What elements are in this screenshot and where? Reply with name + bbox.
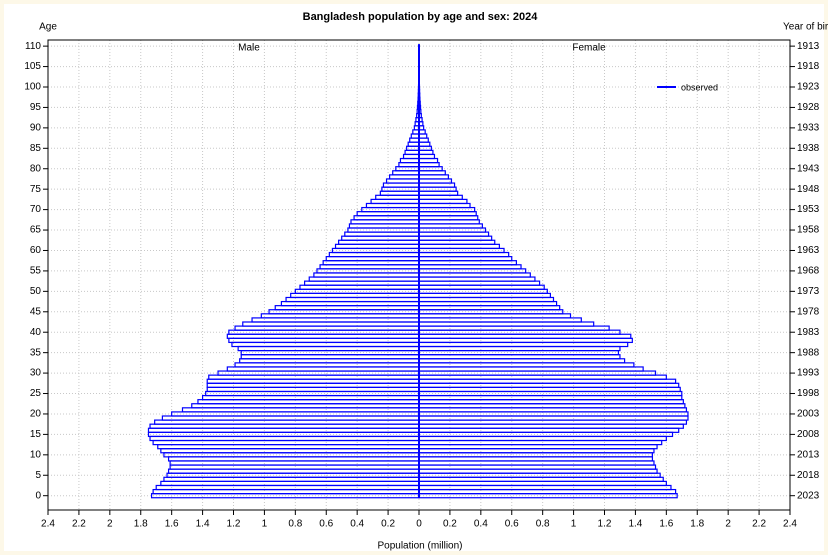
y2-tick-label: 1958 <box>797 225 820 236</box>
x-tick-label: 2.2 <box>72 519 86 530</box>
x-tick-label: 0 <box>416 519 422 530</box>
y-tick-label: 80 <box>30 163 42 174</box>
y2-tick-label: 2018 <box>797 470 820 481</box>
y-tick-label: 35 <box>30 347 42 358</box>
x-tick-label: 1.8 <box>690 519 704 530</box>
y-tick-label: 70 <box>30 204 42 215</box>
x-tick-label: 1 <box>571 519 577 530</box>
y-tick-label: 55 <box>30 266 42 277</box>
y-tick-label: 105 <box>24 61 41 72</box>
y-tick-label: 45 <box>30 306 42 317</box>
x-tick-label: 0.8 <box>536 519 550 530</box>
x-tick-label: 1.6 <box>165 519 179 530</box>
x-tick-label: 1.4 <box>628 519 642 530</box>
bar <box>418 88 421 94</box>
y-tick-label: 60 <box>30 245 42 256</box>
x-tick-label: 1.6 <box>659 519 673 530</box>
y-tick-label: 0 <box>35 490 41 501</box>
y2-tick-label: 1983 <box>797 327 820 338</box>
x-tick-label: 2.2 <box>752 519 766 530</box>
x-tick-label: 0.6 <box>319 519 333 530</box>
y-tick-label: 65 <box>30 225 42 236</box>
x-tick-label: 2 <box>725 519 731 530</box>
side-label: Female <box>572 43 606 54</box>
y2-tick-label: 1918 <box>797 61 820 72</box>
x-tick-label: 0.8 <box>288 519 302 530</box>
x-tick-label: 1.8 <box>134 519 148 530</box>
y-tick-label: 50 <box>30 286 42 297</box>
legend-label: observed <box>681 82 718 92</box>
x-tick-label: 0.2 <box>443 519 457 530</box>
y-tick-label: 95 <box>30 102 42 113</box>
x-tick-label: 1.2 <box>598 519 612 530</box>
y2-tick-label: 1963 <box>797 245 820 256</box>
y-tick-label: 20 <box>30 409 42 420</box>
side-label: Male <box>238 43 260 54</box>
y-tick-label: 110 <box>25 41 41 52</box>
y2-axis-label: Year of birth <box>783 22 828 33</box>
y2-tick-label: 1913 <box>797 41 820 52</box>
y2-tick-label: 1943 <box>797 163 820 174</box>
chart-title: Bangladesh population by age and sex: 20… <box>303 11 539 23</box>
y-tick-label: 5 <box>35 470 41 481</box>
y-tick-label: 100 <box>24 82 41 93</box>
x-tick-label: 1 <box>262 519 268 530</box>
x-tick-label: 2.4 <box>41 519 55 530</box>
y2-tick-label: 1938 <box>797 143 820 154</box>
y2-tick-label: 1968 <box>797 266 820 277</box>
y2-tick-label: 1993 <box>797 368 820 379</box>
y2-tick-label: 1948 <box>797 184 820 195</box>
x-tick-label: 2 <box>107 519 113 530</box>
y2-tick-label: 2003 <box>797 409 820 420</box>
y2-tick-label: 1978 <box>797 306 820 317</box>
y2-tick-label: 1933 <box>797 123 820 134</box>
y-tick-label: 85 <box>30 143 42 154</box>
y-axis-label: Age <box>39 22 57 33</box>
x-tick-label: 0.6 <box>505 519 519 530</box>
x-tick-label: 1.4 <box>196 519 210 530</box>
y-tick-label: 90 <box>30 123 42 134</box>
x-tick-label: 2.4 <box>783 519 797 530</box>
y2-tick-label: 1928 <box>797 102 820 113</box>
y-tick-label: 75 <box>30 184 42 195</box>
y2-tick-label: 1988 <box>797 347 820 358</box>
y-tick-label: 30 <box>30 368 42 379</box>
y2-tick-label: 2023 <box>797 490 820 501</box>
x-tick-label: 1.2 <box>227 519 241 530</box>
y-tick-label: 40 <box>30 327 42 338</box>
y-tick-label: 10 <box>30 449 42 460</box>
y2-tick-label: 1973 <box>797 286 820 297</box>
x-axis-label: Population (million) <box>377 541 462 552</box>
y2-tick-label: 1953 <box>797 204 820 215</box>
x-tick-label: 0.2 <box>381 519 395 530</box>
x-tick-label: 0.4 <box>350 519 364 530</box>
y2-tick-label: 2008 <box>797 429 820 440</box>
y2-tick-label: 1998 <box>797 388 820 399</box>
y-tick-label: 15 <box>30 429 42 440</box>
x-tick-label: 0.4 <box>474 519 488 530</box>
y2-tick-label: 1923 <box>797 82 820 93</box>
y-tick-label: 25 <box>30 388 42 399</box>
bar <box>418 92 421 98</box>
y2-tick-label: 2013 <box>797 449 820 460</box>
bar <box>418 96 421 102</box>
